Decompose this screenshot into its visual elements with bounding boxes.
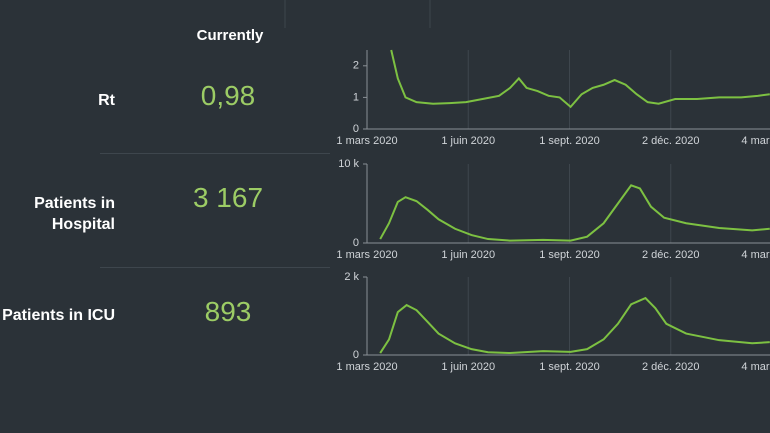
x-tick-label: 1 mars 2020	[336, 135, 397, 147]
x-tick-label: 2 déc. 2020	[642, 135, 700, 147]
row-label: Rt	[98, 92, 115, 109]
x-tick-label: 1 mars 2020	[336, 361, 397, 373]
separator	[100, 267, 330, 268]
separator	[100, 153, 330, 154]
x-tick-label: 4 mars 2021	[741, 361, 770, 373]
x-tick-label: 4 mars 2021	[741, 249, 770, 261]
x-tick-label: 4 mars 2021	[741, 135, 770, 147]
x-tick-label: 2 déc. 2020	[642, 249, 700, 261]
line-series	[390, 49, 770, 109]
y-tick-label: 0	[353, 123, 359, 135]
y-tick-label: 0	[353, 349, 359, 361]
row-value: 3 167	[192, 182, 264, 213]
x-tick-label: 1 juin 2020	[441, 135, 495, 147]
line-series	[379, 184, 770, 242]
y-tick-label: 2	[353, 60, 359, 72]
x-tick-label: 1 sept. 2020	[539, 361, 600, 373]
x-tick-label: 1 sept. 2020	[539, 249, 600, 261]
x-tick-label: 1 juin 2020	[441, 249, 495, 261]
x-tick-label: 2 déc. 2020	[642, 361, 700, 373]
row-value: 893	[204, 296, 252, 327]
row-value: 0,98	[200, 80, 256, 111]
y-tick-label: 10 k	[338, 158, 359, 170]
row-label: Patients in Hospital	[34, 195, 115, 233]
x-tick-label: 1 juin 2020	[441, 361, 495, 373]
x-tick-label: 1 mars 2020	[336, 249, 397, 261]
y-tick-label: 1	[353, 91, 359, 103]
header: Currently	[196, 27, 264, 44]
line-series	[379, 296, 770, 355]
row-label: Patients in ICU	[2, 307, 115, 324]
y-tick-label: 2 k	[344, 271, 359, 283]
x-tick-label: 1 sept. 2020	[539, 135, 600, 147]
y-tick-label: 0	[353, 237, 359, 249]
